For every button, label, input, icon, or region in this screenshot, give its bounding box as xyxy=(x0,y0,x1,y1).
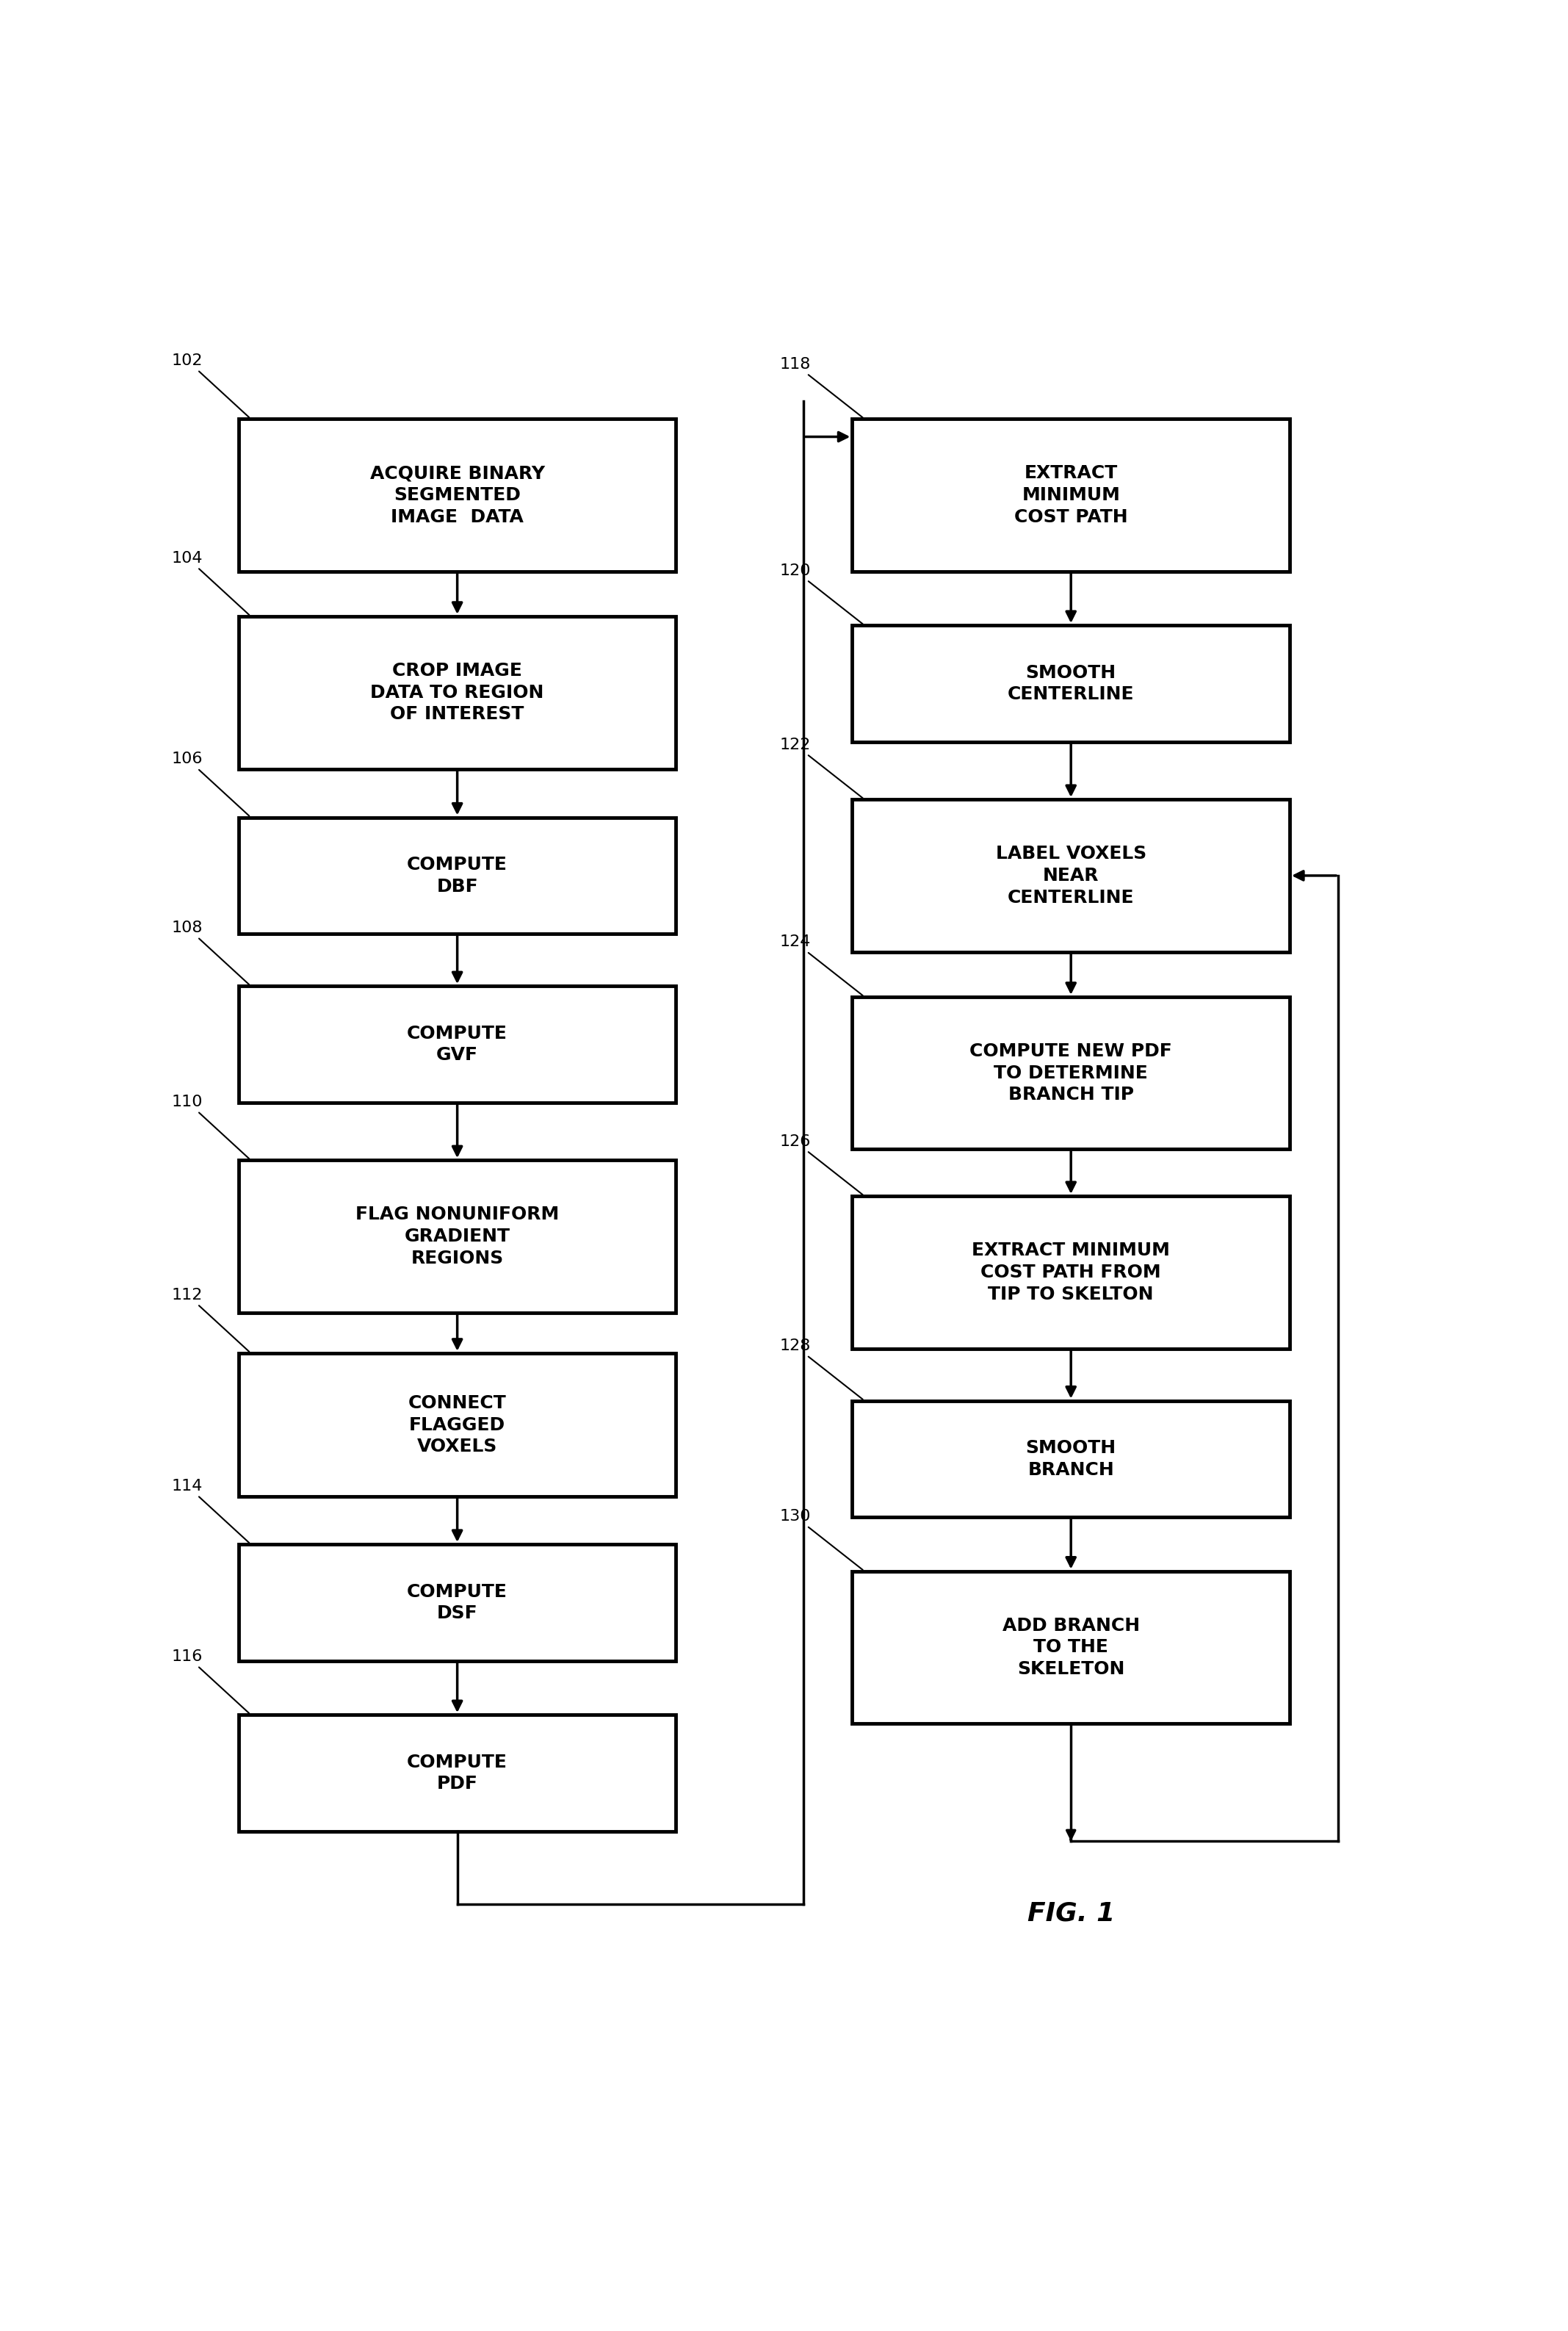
Text: 116: 116 xyxy=(172,1648,249,1713)
Text: LABEL VOXELS
NEAR
CENTERLINE: LABEL VOXELS NEAR CENTERLINE xyxy=(996,844,1146,907)
FancyBboxPatch shape xyxy=(853,420,1289,571)
Text: 122: 122 xyxy=(779,737,862,797)
Text: CONNECT
FLAGGED
VOXELS: CONNECT FLAGGED VOXELS xyxy=(408,1394,506,1455)
Text: COMPUTE
DSF: COMPUTE DSF xyxy=(408,1583,508,1622)
Text: 104: 104 xyxy=(172,550,249,615)
Text: 102: 102 xyxy=(172,354,249,417)
FancyBboxPatch shape xyxy=(238,986,676,1103)
FancyBboxPatch shape xyxy=(853,1401,1289,1517)
Text: 118: 118 xyxy=(779,357,862,417)
Text: EXTRACT
MINIMUM
COST PATH: EXTRACT MINIMUM COST PATH xyxy=(1014,464,1127,527)
Text: FIG. 1: FIG. 1 xyxy=(1027,1900,1115,1925)
Text: 124: 124 xyxy=(779,935,862,995)
Text: COMPUTE NEW PDF
TO DETERMINE
BRANCH TIP: COMPUTE NEW PDF TO DETERMINE BRANCH TIP xyxy=(969,1042,1173,1103)
Text: 130: 130 xyxy=(779,1508,862,1569)
Text: COMPUTE
GVF: COMPUTE GVF xyxy=(408,1026,508,1063)
FancyBboxPatch shape xyxy=(853,1571,1289,1723)
FancyBboxPatch shape xyxy=(238,1543,676,1662)
Text: ACQUIRE BINARY
SEGMENTED
IMAGE  DATA: ACQUIRE BINARY SEGMENTED IMAGE DATA xyxy=(370,464,544,527)
Text: 114: 114 xyxy=(172,1478,249,1543)
Text: ADD BRANCH
TO THE
SKELETON: ADD BRANCH TO THE SKELETON xyxy=(1002,1618,1140,1678)
Text: 120: 120 xyxy=(779,564,862,625)
Text: SMOOTH
CENTERLINE: SMOOTH CENTERLINE xyxy=(1008,664,1134,704)
Text: EXTRACT MINIMUM
COST PATH FROM
TIP TO SKELTON: EXTRACT MINIMUM COST PATH FROM TIP TO SK… xyxy=(972,1242,1170,1303)
FancyBboxPatch shape xyxy=(238,1161,676,1312)
FancyBboxPatch shape xyxy=(853,998,1289,1149)
FancyBboxPatch shape xyxy=(238,1352,676,1497)
Text: CROP IMAGE
DATA TO REGION
OF INTEREST: CROP IMAGE DATA TO REGION OF INTEREST xyxy=(370,662,544,723)
Text: 106: 106 xyxy=(172,751,249,816)
Text: 112: 112 xyxy=(172,1287,249,1352)
Text: COMPUTE
PDF: COMPUTE PDF xyxy=(408,1753,508,1793)
Text: 110: 110 xyxy=(172,1096,249,1159)
Text: COMPUTE
DBF: COMPUTE DBF xyxy=(408,855,508,895)
FancyBboxPatch shape xyxy=(853,1196,1289,1350)
FancyBboxPatch shape xyxy=(238,420,676,571)
FancyBboxPatch shape xyxy=(238,1716,676,1832)
Text: 126: 126 xyxy=(779,1133,862,1196)
Text: FLAG NONUNIFORM
GRADIENT
REGIONS: FLAG NONUNIFORM GRADIENT REGIONS xyxy=(356,1205,560,1268)
Text: 128: 128 xyxy=(779,1338,862,1399)
Text: SMOOTH
BRANCH: SMOOTH BRANCH xyxy=(1025,1438,1116,1478)
Text: 108: 108 xyxy=(172,921,249,984)
FancyBboxPatch shape xyxy=(853,800,1289,951)
FancyBboxPatch shape xyxy=(238,615,676,769)
FancyBboxPatch shape xyxy=(853,625,1289,741)
FancyBboxPatch shape xyxy=(238,818,676,935)
